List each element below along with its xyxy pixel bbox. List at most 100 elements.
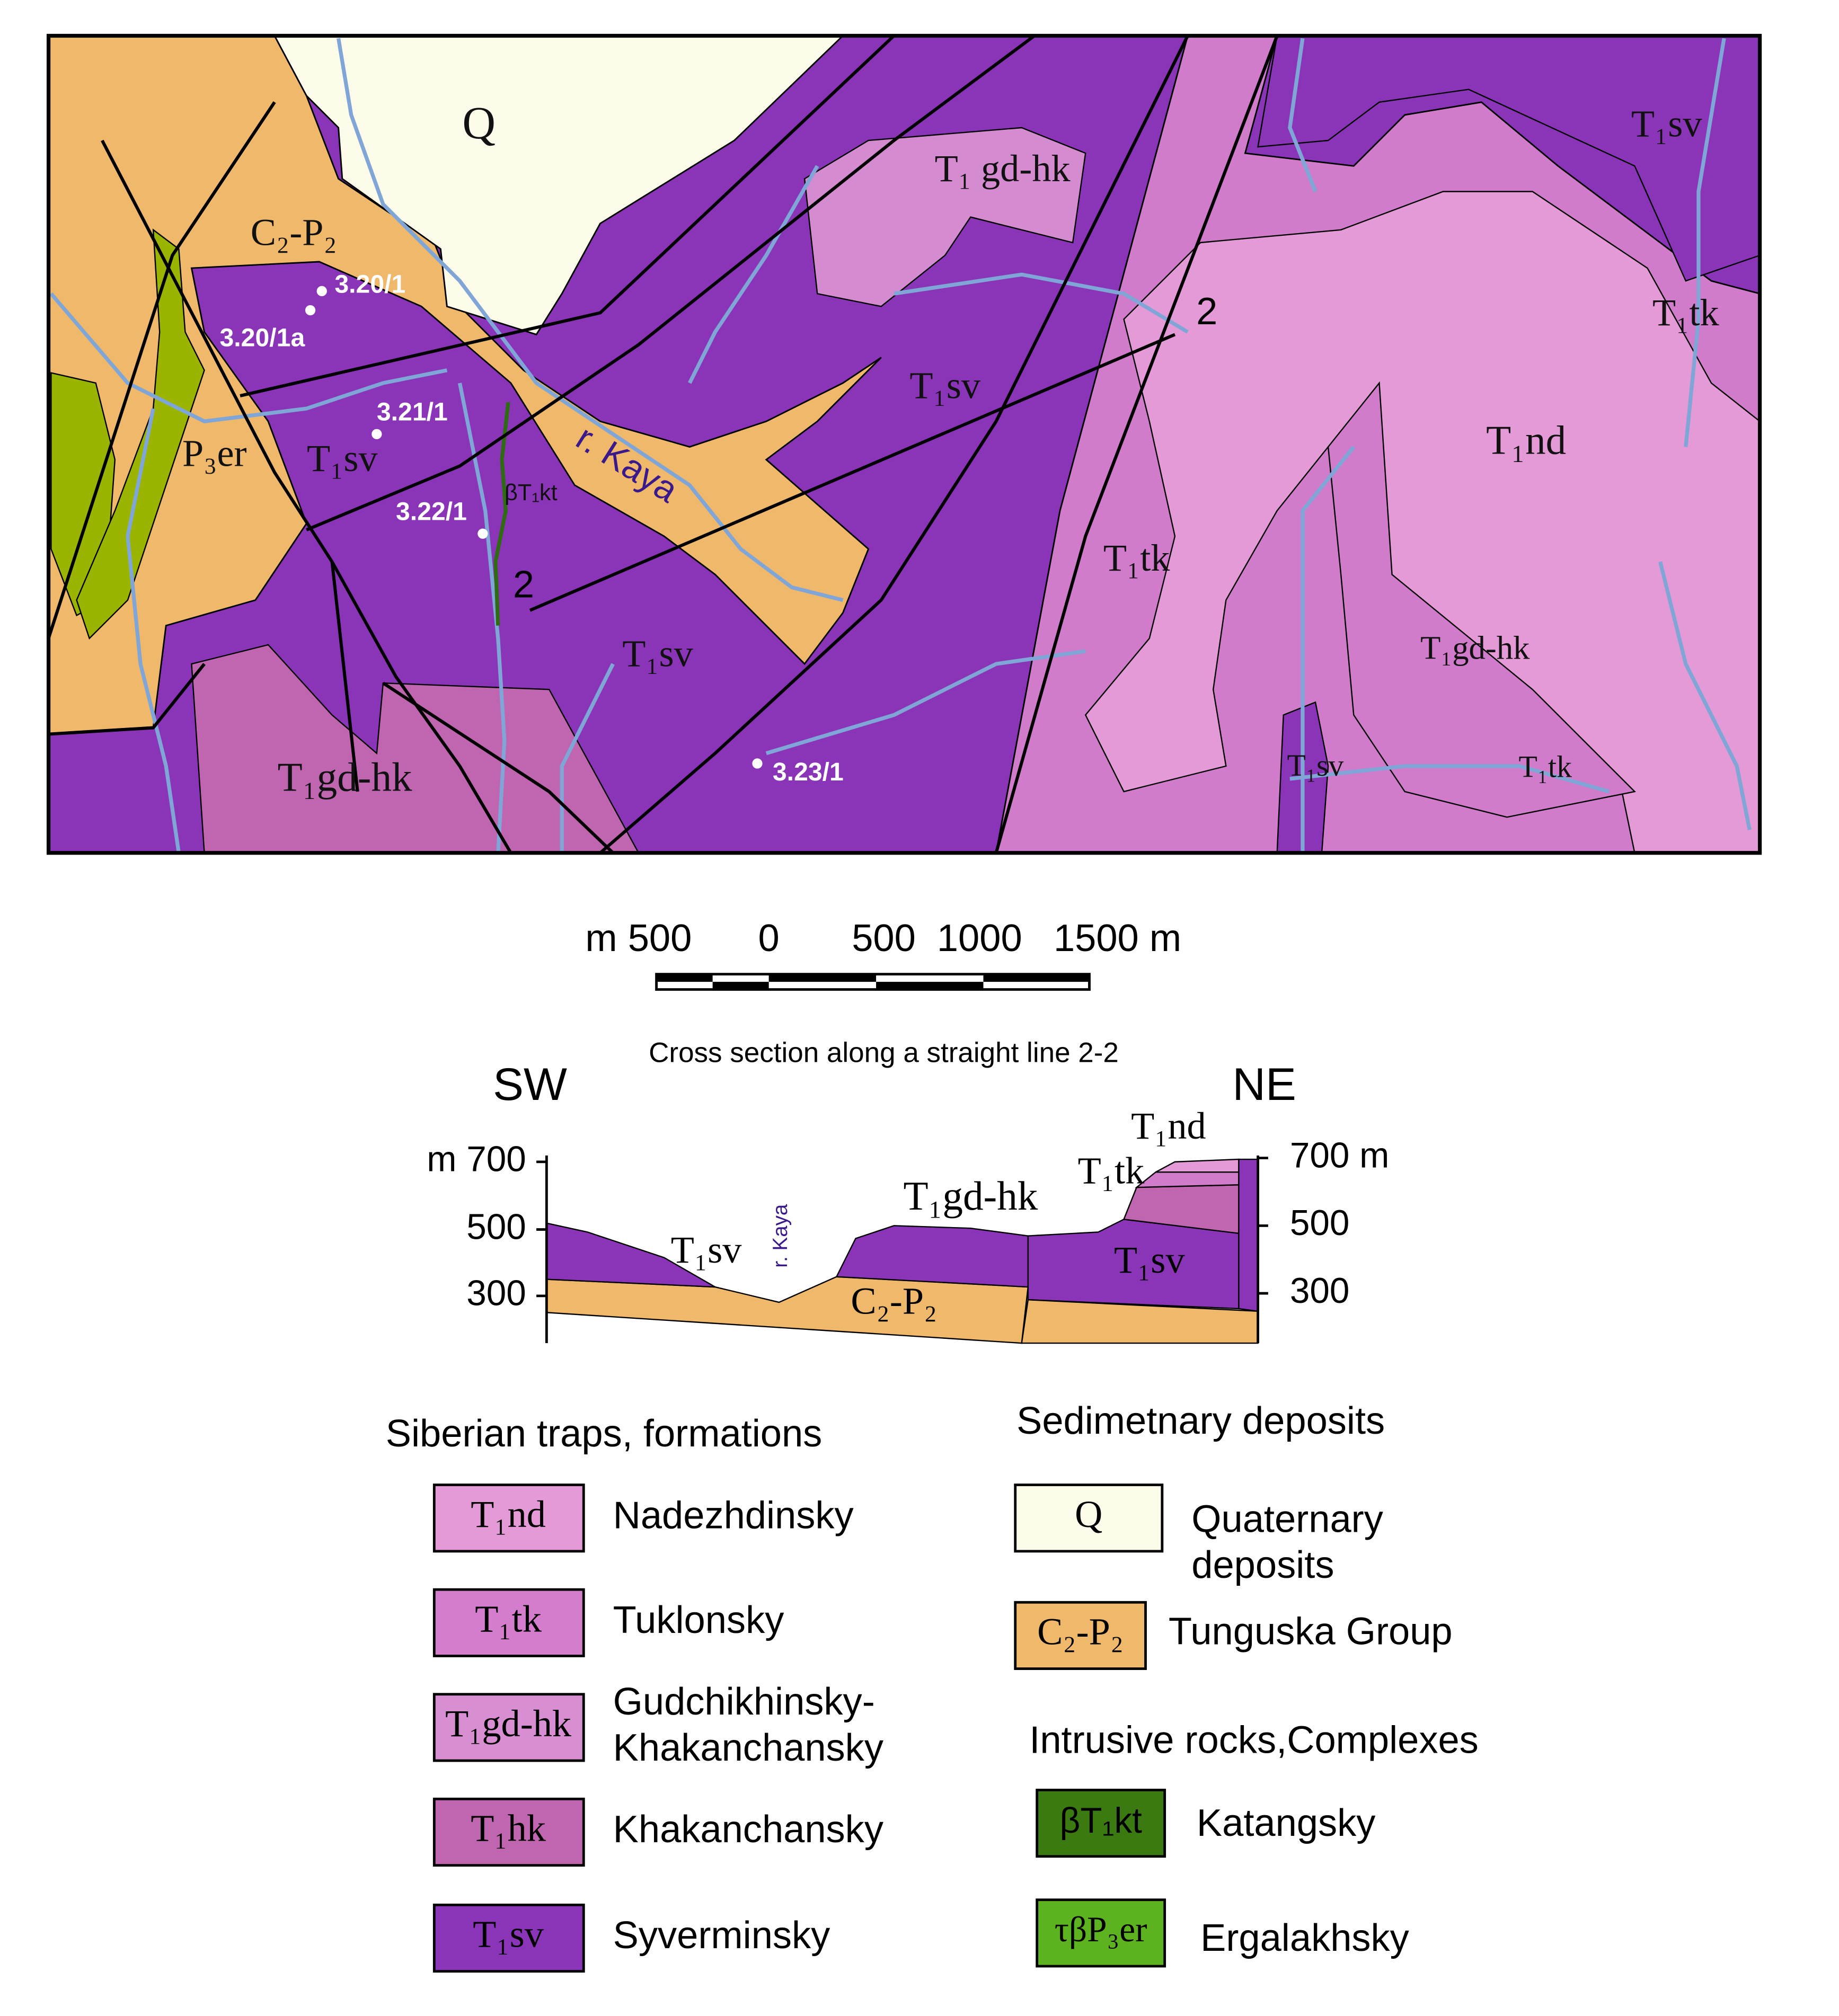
section-end: SW bbox=[493, 1059, 567, 1110]
faults bbox=[47, 34, 1279, 854]
map-label: T₁gd-hk bbox=[1420, 629, 1530, 666]
legend-code: τβP₃er bbox=[1055, 1910, 1147, 1949]
section-line bbox=[529, 333, 1176, 612]
map-label: P₃er bbox=[182, 432, 247, 474]
scale-segment bbox=[768, 974, 877, 982]
section-river: r. Kaya bbox=[769, 1204, 792, 1268]
legend-name: Katangsky bbox=[1197, 1802, 1376, 1844]
map-label: T₁tk bbox=[1652, 291, 1719, 334]
legend-name: Khakanchansky bbox=[613, 1808, 883, 1851]
fault bbox=[599, 35, 1189, 854]
fault bbox=[994, 35, 1279, 854]
river bbox=[894, 272, 1189, 334]
legend-swatch bbox=[432, 1797, 585, 1867]
scale-label: m 500 bbox=[585, 917, 692, 960]
sample-point bbox=[305, 305, 316, 316]
legend-title: Intrusive rocks,Complexes bbox=[1029, 1719, 1479, 1761]
sample-label: 3.21/1 bbox=[377, 398, 448, 427]
map-label: T₁sv bbox=[1287, 748, 1344, 783]
river bbox=[1288, 38, 1318, 192]
rivers bbox=[49, 38, 1752, 854]
legend-code: C₂-P₂ bbox=[1037, 1610, 1124, 1653]
river bbox=[457, 383, 507, 853]
elevation-label: 300 bbox=[1290, 1271, 1350, 1311]
section-mark: 2 bbox=[1196, 290, 1217, 333]
river bbox=[1301, 446, 1356, 853]
map-label: Q bbox=[462, 97, 496, 148]
section-label: T₁sv bbox=[671, 1229, 742, 1271]
legend-name: Khakanchansky bbox=[613, 1727, 883, 1769]
section-label: T₁gd-hk bbox=[903, 1173, 1038, 1219]
legend-title: Sedimetnary deposits bbox=[1016, 1400, 1385, 1442]
legend-name: Syverminsky bbox=[613, 1914, 830, 1957]
river bbox=[560, 663, 615, 853]
cross-section bbox=[545, 1155, 1259, 1344]
section-label: T₁nd bbox=[1131, 1105, 1206, 1147]
map-label: T₁sv bbox=[1631, 103, 1702, 145]
legend-swatch bbox=[1036, 1898, 1166, 1968]
section-title: Cross section along a straight line 2-2 bbox=[649, 1037, 1119, 1068]
fault bbox=[382, 681, 614, 854]
sample-point bbox=[478, 528, 488, 539]
elevation-label: 500 bbox=[1290, 1203, 1350, 1243]
elevation-label: 500 bbox=[466, 1207, 526, 1247]
gd-hk-area bbox=[1327, 381, 1636, 818]
legend-swatch bbox=[432, 1903, 585, 1973]
legend-swatch bbox=[1036, 1789, 1166, 1858]
map-label: T₁nd bbox=[1486, 417, 1566, 463]
section-syverminsky bbox=[835, 1225, 1029, 1288]
geologic-map bbox=[46, 33, 1762, 855]
section-tuklonsky bbox=[1135, 1171, 1240, 1188]
legend-code: T₁gd-hk bbox=[445, 1702, 572, 1745]
sample-point bbox=[316, 286, 327, 297]
sample-label: 3.20/1 bbox=[334, 270, 405, 299]
scale-segment bbox=[876, 982, 984, 990]
elevation-label: 300 bbox=[466, 1274, 526, 1313]
section-mark: 2 bbox=[513, 564, 534, 606]
legend-code: T₁nd bbox=[471, 1493, 546, 1535]
dike bbox=[493, 402, 510, 626]
legend-name: deposits bbox=[1191, 1544, 1334, 1586]
river bbox=[49, 292, 448, 423]
river bbox=[765, 649, 1086, 756]
legend-name: Tunguska Group bbox=[1169, 1611, 1453, 1653]
map-frame bbox=[46, 33, 1762, 855]
sample-point bbox=[372, 429, 382, 439]
scale-label: 0 bbox=[758, 917, 780, 960]
dike-label: βT₁kt bbox=[505, 480, 558, 505]
sample-point bbox=[752, 758, 763, 769]
section-label: C₂-P₂ bbox=[851, 1280, 937, 1322]
legend-name: Ergalakhsky bbox=[1200, 1917, 1409, 1959]
fault bbox=[101, 139, 512, 854]
legend-name: Quaternary bbox=[1191, 1498, 1383, 1541]
legend-code: T₁hk bbox=[471, 1807, 546, 1850]
legend-name: Gudchikhinsky- bbox=[613, 1681, 875, 1723]
scale-label: 1000 bbox=[937, 917, 1022, 960]
river bbox=[126, 408, 181, 854]
legend-swatch bbox=[432, 1588, 585, 1657]
river bbox=[1289, 764, 1610, 794]
sample-label: 3.23/1 bbox=[773, 758, 844, 786]
map-label: C₂-P₂ bbox=[251, 211, 337, 253]
legend-code: Q bbox=[1075, 1493, 1102, 1535]
tunguska-area bbox=[48, 35, 882, 735]
map-label: T₁tk bbox=[1519, 749, 1572, 784]
legend-swatch bbox=[432, 1693, 585, 1762]
legend-code: T₁tk bbox=[475, 1597, 542, 1640]
map-label: T₁ gd-hk bbox=[935, 147, 1071, 190]
river bbox=[337, 38, 844, 602]
fault bbox=[47, 101, 276, 639]
elevation-label: m 700 bbox=[427, 1140, 526, 1179]
scale-label: 1500 m bbox=[1054, 917, 1181, 960]
map-label: T₁tk bbox=[1103, 537, 1170, 579]
legend-swatch bbox=[432, 1484, 585, 1553]
map-label: T₁sv bbox=[622, 633, 693, 675]
river bbox=[688, 165, 819, 384]
fault bbox=[306, 34, 1036, 531]
scale-label: 500 bbox=[852, 917, 916, 960]
map-label: T₁sv bbox=[307, 437, 378, 479]
legend-code: βT₁kt bbox=[1060, 1801, 1143, 1841]
fault bbox=[330, 561, 359, 792]
